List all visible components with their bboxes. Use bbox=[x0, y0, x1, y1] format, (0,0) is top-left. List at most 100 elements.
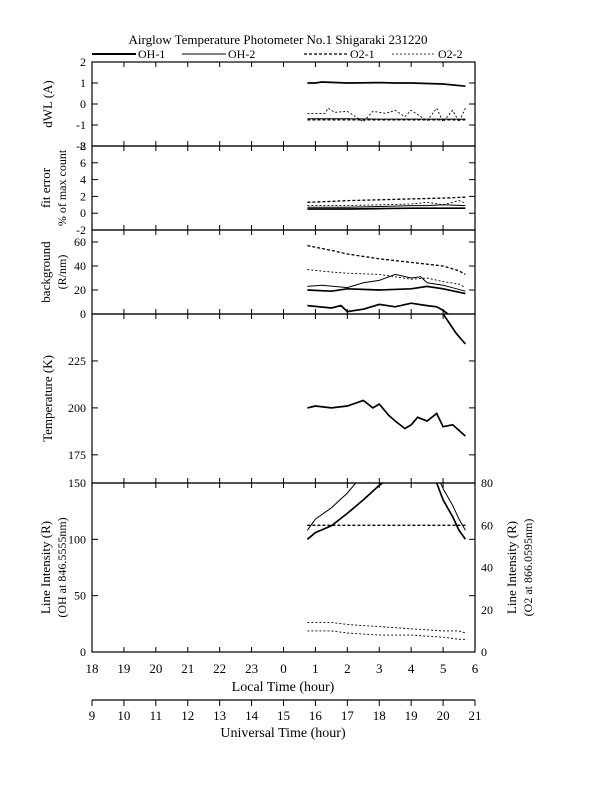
x-tick-label-local: 6 bbox=[472, 661, 479, 676]
y-axis-label: dWL (A) bbox=[40, 80, 55, 128]
panels: -2 -1 0 1 2 dWL (A) -2 0 2 4 6 8 fit error% of max c… bbox=[38, 55, 535, 659]
y-tick-label: 6 bbox=[80, 156, 86, 170]
series-line-oh-1 bbox=[307, 81, 466, 88]
x-tick-label-local: 23 bbox=[245, 661, 258, 676]
series-line-o2-2-lower bbox=[307, 630, 466, 640]
y-axis-label: Temperature (K) bbox=[40, 355, 55, 442]
y-tick-label: 2 bbox=[80, 55, 86, 69]
x-tick-label-ut: 10 bbox=[117, 708, 130, 723]
x-tick-label-ut: 12 bbox=[181, 708, 194, 723]
series-line-oh-1 bbox=[307, 285, 466, 295]
series-line-o2 bbox=[442, 314, 467, 345]
series-line-o2-2 bbox=[307, 200, 466, 207]
y-tick-label: -2 bbox=[76, 139, 86, 153]
y-tick-label: 20 bbox=[74, 283, 86, 297]
panel-frame bbox=[91, 145, 476, 231]
x-tick-label-local: 21 bbox=[181, 661, 194, 676]
series-line-oh-1 bbox=[307, 207, 466, 210]
x-tick-label-local: 0 bbox=[280, 661, 287, 676]
series-line-oh-1 bbox=[306, 483, 467, 540]
y-tick-label: 0 bbox=[80, 645, 86, 659]
x-tick-label-local: 18 bbox=[86, 661, 99, 676]
y-axis-label: background bbox=[38, 241, 53, 303]
x-tick-label-ut: 13 bbox=[213, 708, 226, 723]
x-axis-label-local: Local Time (hour) bbox=[232, 680, 335, 695]
x-tick-label-local: 1 bbox=[312, 661, 319, 676]
y2-tick-label: 80 bbox=[481, 476, 493, 490]
series-line-oh-2 bbox=[307, 273, 466, 292]
series-line-oh bbox=[307, 399, 466, 437]
y-tick-label: 175 bbox=[68, 448, 86, 462]
x-tick-label-ut: 20 bbox=[437, 708, 450, 723]
x-tick-label-local: 19 bbox=[117, 661, 130, 676]
x-tick-label-local: 4 bbox=[408, 661, 415, 676]
y2-tick-label: 0 bbox=[481, 645, 487, 659]
y-tick-label: 2 bbox=[80, 189, 86, 203]
chart-title: Airglow Temperature Photometer No.1 Shig… bbox=[129, 32, 428, 47]
y-tick-label: 40 bbox=[74, 259, 86, 273]
series-line-o2-1-black- bbox=[307, 302, 450, 314]
legend-label: O2-1 bbox=[350, 47, 375, 61]
chart-panel-1: -2 0 2 4 6 8 fit error% of max count bbox=[38, 139, 476, 237]
y-tick-label: 0 bbox=[80, 206, 86, 220]
x-tick-label-local: 5 bbox=[440, 661, 447, 676]
y-tick-label: -2 bbox=[76, 223, 86, 237]
y-tick-label: 0 bbox=[80, 307, 86, 321]
x-tick-label-local: 2 bbox=[344, 661, 351, 676]
x-tick-label-local: 3 bbox=[376, 661, 383, 676]
y-tick-label: 0 bbox=[80, 97, 86, 111]
series-line-o2-2 bbox=[307, 269, 466, 288]
y-tick-label: 4 bbox=[80, 173, 86, 187]
y-tick-label: 50 bbox=[74, 589, 86, 603]
legend: OH-1 OH-2 O2-1 O2-2 bbox=[92, 47, 463, 61]
y2-tick-label: 40 bbox=[481, 561, 493, 575]
series-line-o2-2 bbox=[307, 621, 466, 634]
panel-frame bbox=[91, 482, 476, 653]
x-tick-label-ut: 15 bbox=[277, 708, 290, 723]
y-tick-label: 200 bbox=[68, 401, 86, 415]
y-tick-label: 100 bbox=[68, 532, 86, 546]
chart-panel-3: 175 200 225 Temperature (K) bbox=[40, 313, 476, 484]
series-line-o2-1 bbox=[307, 196, 466, 203]
x-tick-label-ut: 17 bbox=[341, 708, 355, 723]
x-axis-label-ut: Universal Time (hour) bbox=[220, 726, 346, 741]
panel-frame bbox=[91, 229, 476, 315]
x-tick-label-ut: 21 bbox=[469, 708, 482, 723]
panel-frame bbox=[91, 61, 476, 147]
y2-tick-label: 20 bbox=[481, 603, 493, 617]
y-tick-label: 60 bbox=[74, 235, 86, 249]
y-tick-label: -1 bbox=[76, 118, 86, 132]
legend-label: O2-2 bbox=[438, 47, 463, 61]
x-tick-label-ut: 18 bbox=[373, 708, 386, 723]
x-tick-label-ut: 11 bbox=[150, 708, 163, 723]
series-line-oh-2 bbox=[307, 204, 466, 208]
x-tick-label-ut: 9 bbox=[89, 708, 96, 723]
y-axis-label-2: (OH at 846.5555nm) bbox=[55, 517, 69, 617]
x-tick-label-ut: 14 bbox=[245, 708, 259, 723]
x-tick-label-ut: 16 bbox=[309, 708, 323, 723]
y-axis-label: fit error bbox=[38, 167, 53, 208]
y2-axis-label: Line Intensity (R) bbox=[504, 521, 519, 614]
y-tick-label: 150 bbox=[68, 476, 86, 490]
panel-frame bbox=[91, 313, 476, 484]
y-tick-label: 1 bbox=[80, 76, 86, 90]
y-axis-label-2: (R/nm) bbox=[55, 255, 69, 290]
legend-label: OH-1 bbox=[138, 47, 165, 61]
x-tick-label-ut: 19 bbox=[405, 708, 418, 723]
legend-label: OH-2 bbox=[228, 47, 255, 61]
series-line-o2-2 bbox=[307, 107, 466, 123]
y-tick-label: 225 bbox=[68, 354, 86, 368]
x-tick-label-local: 22 bbox=[213, 661, 226, 676]
series-line-o2-1 bbox=[307, 244, 466, 275]
series-line-oh-2 bbox=[306, 483, 466, 531]
y2-tick-label: 60 bbox=[481, 518, 493, 532]
chart-panel-2: 0 20 40 60 background (R/nm) bbox=[38, 229, 476, 321]
x-tick-label-local: 20 bbox=[149, 661, 162, 676]
y-tick-label: 8 bbox=[80, 139, 86, 153]
y-axis-label-2: % of max count bbox=[55, 149, 69, 226]
y2-axis-label-2: (O2 at 866.0595nm) bbox=[521, 519, 535, 617]
y-axis-label: Line Intensity (R) bbox=[38, 521, 53, 614]
